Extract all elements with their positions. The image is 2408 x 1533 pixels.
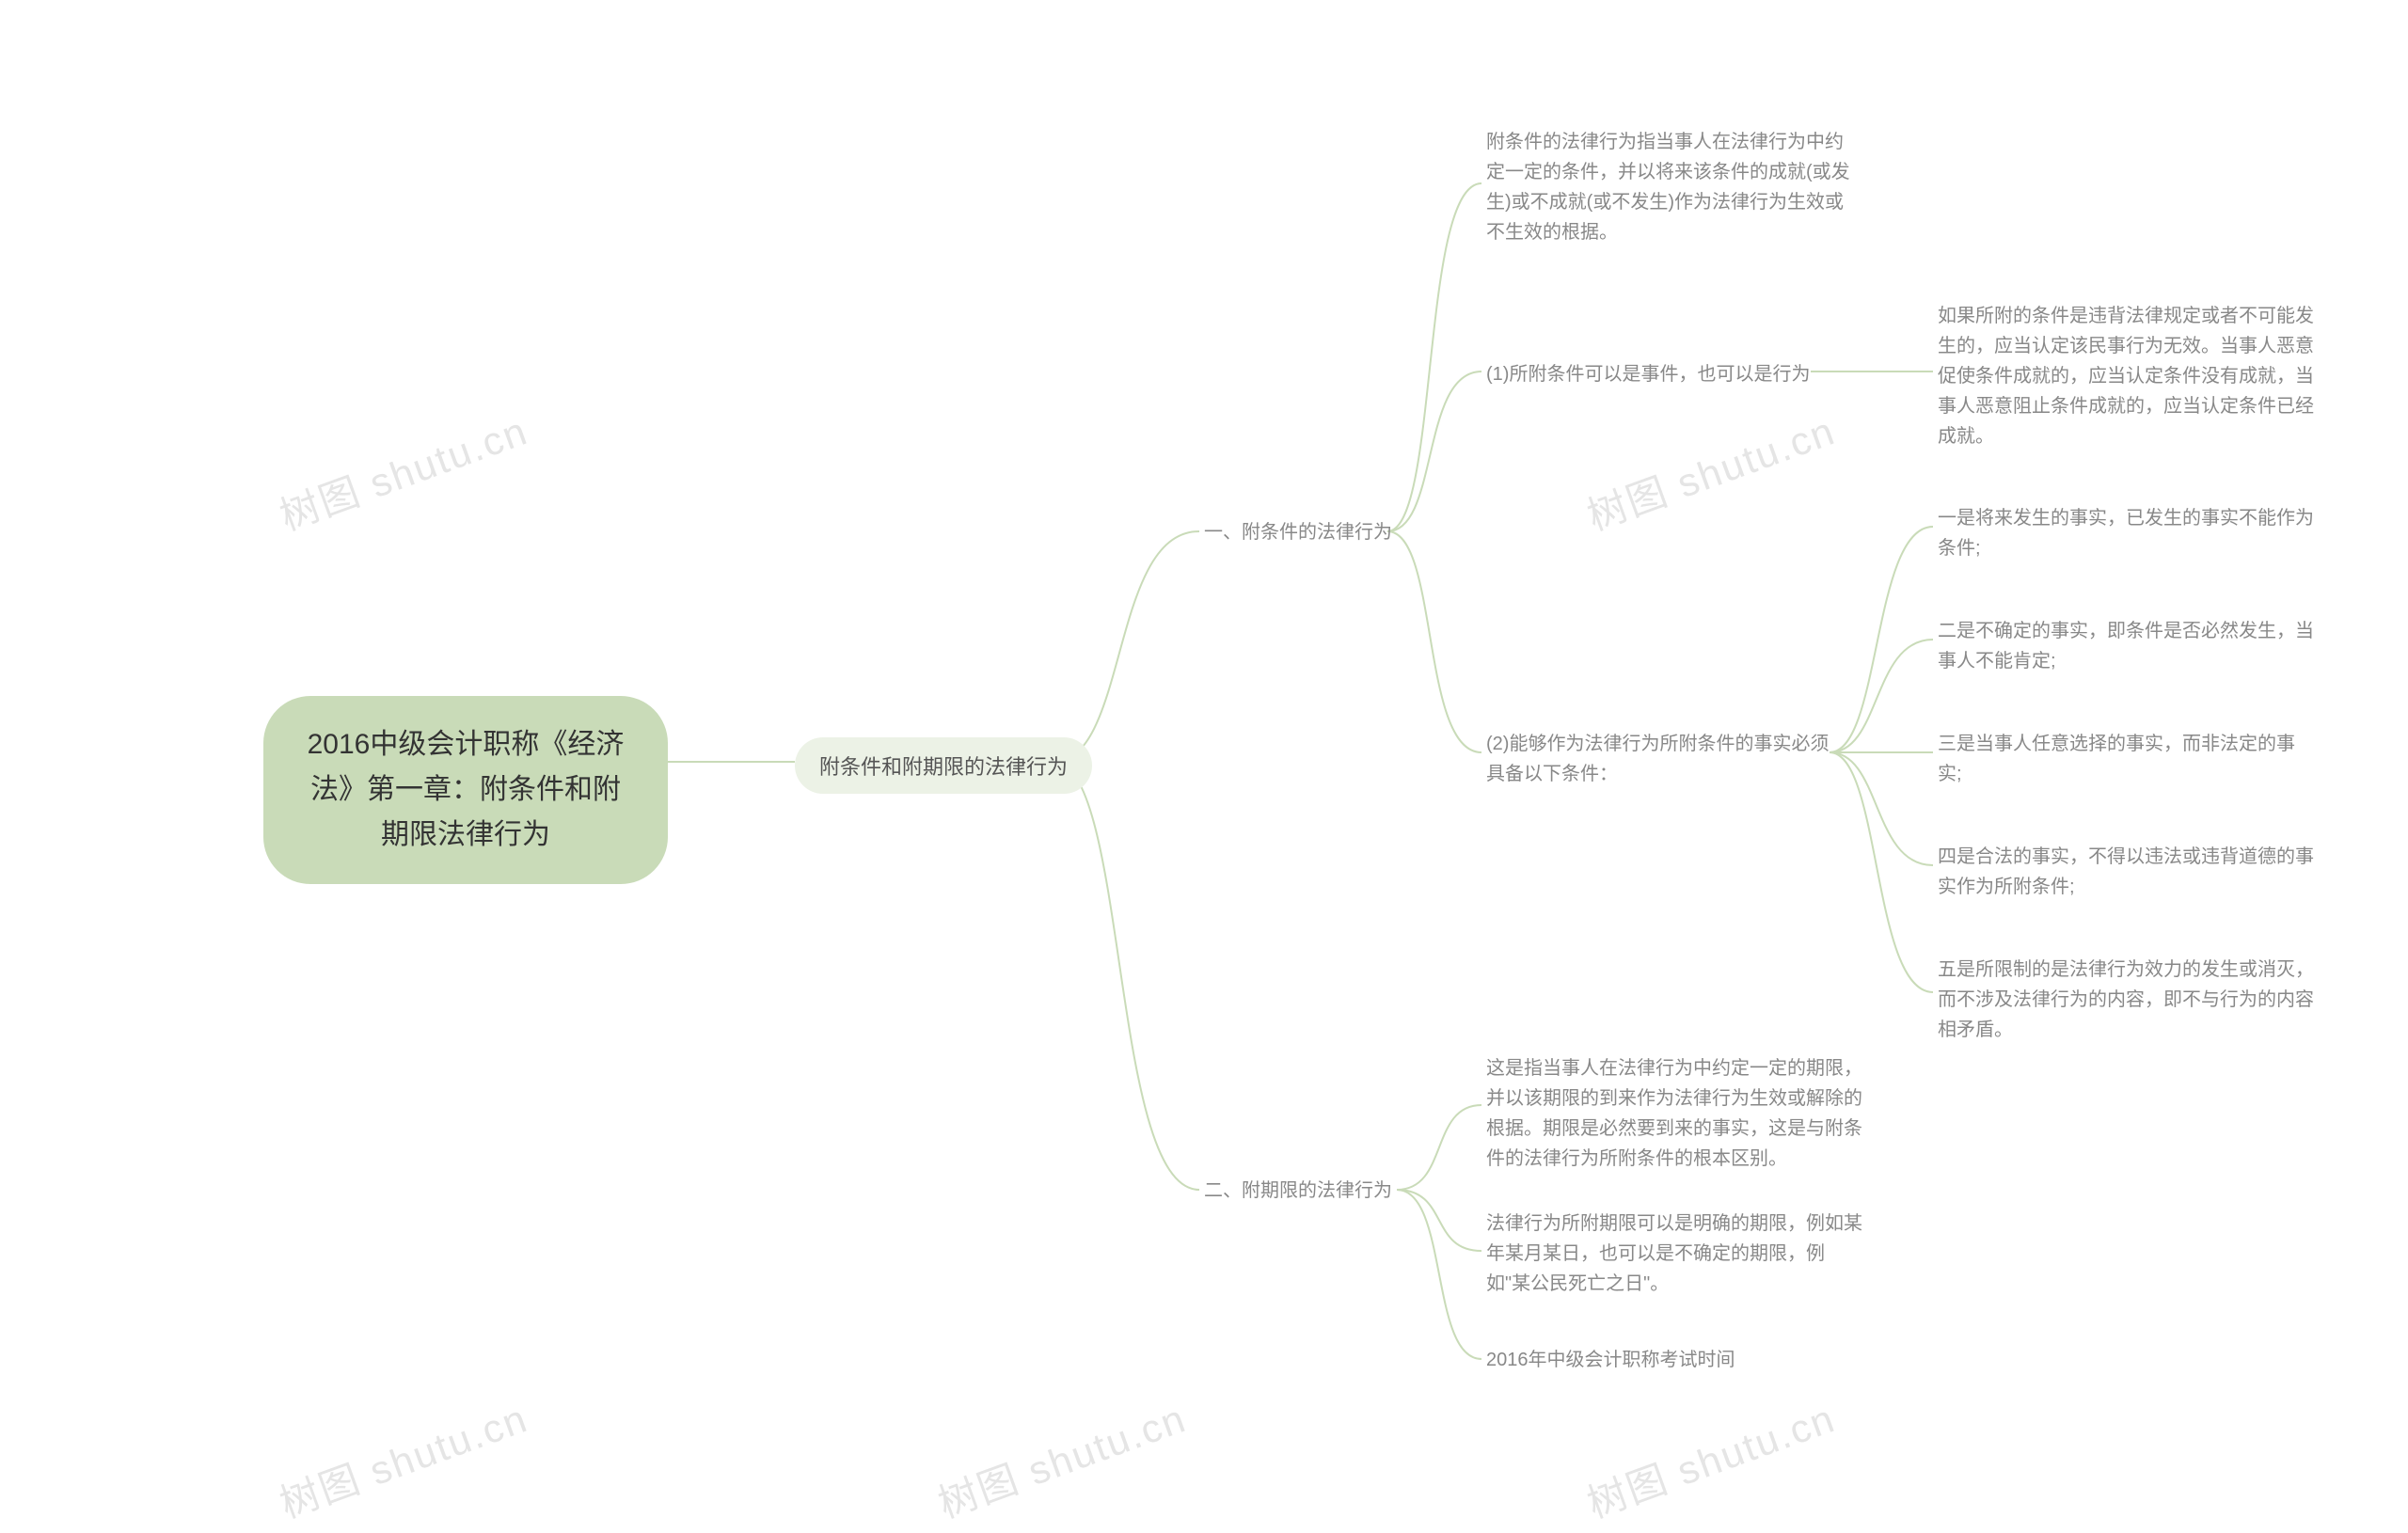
watermark: 树图 shutu.cn xyxy=(271,1387,535,1530)
leaf-text: (2)能够作为法律行为所附条件的事实必须具备以下条件： xyxy=(1486,734,1829,784)
leaf-text: 法律行为所附期限可以是明确的期限，例如某年某月某日，也可以是不确定的期限，例如"… xyxy=(1486,1213,1862,1294)
root-node: 2016中级会计职称《经济法》第一章：附条件和附期限法律行为 xyxy=(263,696,668,884)
branch1-grandchild: 五是所限制的是法律行为效力的发生或消灭，而不涉及法律行为的内容，即不与行为的内容… xyxy=(1938,955,2314,1045)
watermark: 树图 shutu.cn xyxy=(1578,400,1843,543)
leaf-text: 附条件的法律行为指当事人在法律行为中约定一定的条件，并以将来该条件的成就(或发生… xyxy=(1486,132,1850,243)
leaf-text: 二是不确定的事实，即条件是否必然发生，当事人不能肯定; xyxy=(1938,621,2314,672)
watermark: 树图 shutu.cn xyxy=(929,1387,1194,1530)
branch2-node: 二、附期限的法律行为 xyxy=(1204,1176,1392,1206)
leaf-text: 这是指当事人在法律行为中约定一定的期限，并以该期限的到来作为法律行为生效或解除的… xyxy=(1486,1058,1862,1169)
leaf-text: 四是合法的事实，不得以违法或违背道德的事实作为所附条件; xyxy=(1938,846,2314,897)
branch1-grandchild: 四是合法的事实，不得以违法或违背道德的事实作为所附条件; xyxy=(1938,842,2314,902)
branch1-child: (1)所附条件可以是事件，也可以是行为 xyxy=(1486,359,1810,389)
leaf-text: 2016年中级会计职称考试时间 xyxy=(1486,1350,1735,1370)
branch1-grandchild: 三是当事人任意选择的事实，而非法定的事实; xyxy=(1938,729,2314,789)
branch2-child: 这是指当事人在法律行为中约定一定的期限，并以该期限的到来作为法律行为生效或解除的… xyxy=(1486,1053,1862,1174)
branch1-grandchild: 如果所附的条件是违背法律规定或者不可能发生的，应当认定该民事行为无效。当事人恶意… xyxy=(1938,301,2314,451)
branch1-label: 一、附条件的法律行为 xyxy=(1204,522,1392,543)
leaf-text: (1)所附条件可以是事件，也可以是行为 xyxy=(1486,364,1810,385)
level1-label: 附条件和附期限的法律行为 xyxy=(819,755,1068,779)
branch2-child: 法律行为所附期限可以是明确的期限，例如某年某月某日，也可以是不确定的期限，例如"… xyxy=(1486,1209,1862,1299)
root-label: 2016中级会计职称《经济法》第一章：附条件和附期限法律行为 xyxy=(308,729,625,850)
branch2-label: 二、附期限的法律行为 xyxy=(1204,1180,1392,1201)
leaf-text: 一是将来发生的事实，已发生的事实不能作为条件; xyxy=(1938,508,2314,559)
branch1-grandchild: 二是不确定的事实，即条件是否必然发生，当事人不能肯定; xyxy=(1938,616,2314,676)
watermark: 树图 shutu.cn xyxy=(271,400,535,543)
branch1-child: 附条件的法律行为指当事人在法律行为中约定一定的条件，并以将来该条件的成就(或发生… xyxy=(1486,127,1853,247)
branch1-grandchild: 一是将来发生的事实，已发生的事实不能作为条件; xyxy=(1938,503,2314,563)
branch1-child: (2)能够作为法律行为所附条件的事实必须具备以下条件： xyxy=(1486,729,1834,789)
leaf-text: 如果所附的条件是违背法律规定或者不可能发生的，应当认定该民事行为无效。当事人恶意… xyxy=(1938,306,2314,447)
leaf-text: 五是所限制的是法律行为效力的发生或消灭，而不涉及法律行为的内容，即不与行为的内容… xyxy=(1938,959,2314,1040)
branch1-node: 一、附条件的法律行为 xyxy=(1204,517,1392,547)
leaf-text: 三是当事人任意选择的事实，而非法定的事实; xyxy=(1938,734,2295,784)
level1-node: 附条件和附期限的法律行为 xyxy=(795,737,1092,794)
watermark: 树图 shutu.cn xyxy=(1578,1387,1843,1530)
branch2-child: 2016年中级会计职称考试时间 xyxy=(1486,1345,1735,1375)
